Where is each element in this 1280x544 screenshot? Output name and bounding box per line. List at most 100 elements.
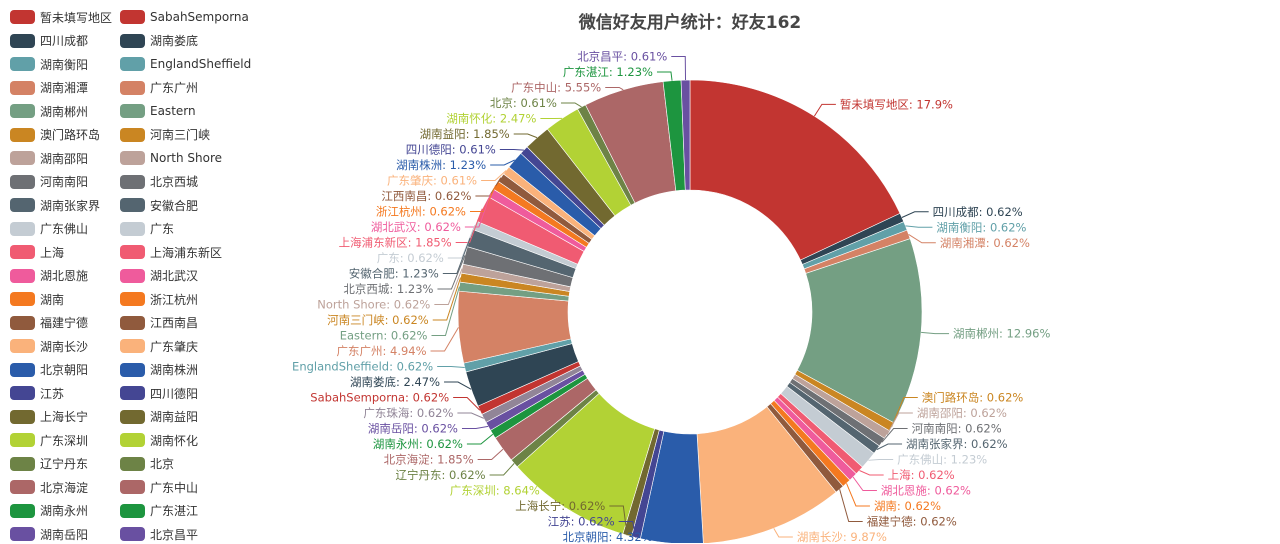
legend-swatch xyxy=(120,222,145,236)
legend-swatch xyxy=(10,527,35,541)
legend-label: 北京西城 xyxy=(150,173,198,190)
legend-item[interactable]: North Shore xyxy=(120,148,222,168)
legend-item[interactable]: 四川成都 xyxy=(10,31,88,51)
legend-label: 广东肇庆 xyxy=(150,338,198,355)
slice-label: SabahSemporna: 0.62% xyxy=(310,391,449,405)
legend-swatch xyxy=(10,363,35,377)
slice-label: 上海浦东新区: 1.85% xyxy=(339,236,452,250)
legend-item[interactable]: 广东中山 xyxy=(120,477,198,497)
label-leader-line xyxy=(868,460,893,461)
label-leader-line xyxy=(514,134,537,138)
legend-item[interactable]: 湖南永州 xyxy=(10,501,88,521)
legend-item[interactable]: 广东湛江 xyxy=(120,501,198,521)
legend-item[interactable]: 湖南郴州 xyxy=(10,101,88,121)
legend-item[interactable]: 广东深圳 xyxy=(10,430,88,450)
slice-label: North Shore: 0.62% xyxy=(317,298,430,312)
legend-item[interactable]: 江苏 xyxy=(10,383,64,403)
slice-label: 广东: 0.62% xyxy=(377,251,444,265)
legend-item[interactable]: 湖南株洲 xyxy=(120,360,198,380)
legend-item[interactable]: 北京西城 xyxy=(120,172,198,192)
slice-label: 北京朝阳: 4.32% xyxy=(563,530,653,543)
legend-item[interactable]: 河南三门峡 xyxy=(120,125,210,145)
label-leader-line xyxy=(490,463,515,475)
legend-item[interactable]: 广东佛山 xyxy=(10,219,88,239)
legend-item[interactable]: 四川德阳 xyxy=(120,383,198,403)
slice-label: 湖南长沙: 9.87% xyxy=(797,530,887,543)
legend-item[interactable]: 广东广州 xyxy=(120,78,198,98)
legend-swatch xyxy=(120,527,145,541)
legend-swatch xyxy=(120,81,145,95)
slice-label: 澳门路环岛: 0.62% xyxy=(922,391,1024,405)
legend-swatch xyxy=(120,175,145,189)
slice-label: 河南三门峡: 0.62% xyxy=(327,313,429,327)
legend-item[interactable]: 湖南益阳 xyxy=(120,407,198,427)
legend-item[interactable]: 湖南娄底 xyxy=(120,31,198,51)
chart-title: 微信好友用户统计：好友162 xyxy=(560,8,820,33)
label-leader-line xyxy=(462,426,488,428)
legend-swatch xyxy=(10,128,35,142)
legend-item[interactable]: 浙江杭州 xyxy=(120,289,198,309)
slice-label: 四川德阳: 0.61% xyxy=(406,143,496,157)
slice-label: EnglandSheffield: 0.62% xyxy=(292,360,433,374)
legend-item[interactable]: 北京海淀 xyxy=(10,477,88,497)
slice-label: 广东珠海: 0.62% xyxy=(363,406,453,420)
legend-item[interactable]: 湖北恩施 xyxy=(10,266,88,286)
label-leader-line xyxy=(774,528,793,537)
legend-item[interactable]: 辽宁丹东 xyxy=(10,454,88,474)
legend-item[interactable]: 北京昌平 xyxy=(120,524,198,544)
legend-item[interactable]: EnglandSheffield xyxy=(120,54,251,74)
legend-item[interactable]: 湖南长沙 xyxy=(10,336,88,356)
legend-label: SabahSemporna xyxy=(150,10,249,24)
legend-item[interactable]: 湖南邵阳 xyxy=(10,148,88,168)
slice-label: 北京昌平: 0.61% xyxy=(577,50,667,64)
legend-label: North Shore xyxy=(150,151,222,165)
legend-item[interactable]: 北京朝阳 xyxy=(10,360,88,380)
legend-label: 广东湛江 xyxy=(150,502,198,519)
legend-swatch xyxy=(10,34,35,48)
legend-item[interactable]: 湖北武汉 xyxy=(120,266,198,286)
slice-label: 广东佛山: 1.23% xyxy=(897,453,987,467)
legend-label: 广东 xyxy=(150,220,174,237)
legend-label: 广东中山 xyxy=(150,479,198,496)
legend-item[interactable]: Eastern xyxy=(120,101,196,121)
legend-item[interactable]: 安徽合肥 xyxy=(120,195,198,215)
legend-item[interactable]: 湖南 xyxy=(10,289,64,309)
legend-item[interactable]: 上海长宁 xyxy=(10,407,88,427)
slice-label: 湖南岳阳: 0.62% xyxy=(368,422,458,436)
legend-item[interactable]: 北京 xyxy=(120,454,174,474)
slice-label: 广东肇庆: 0.61% xyxy=(387,174,477,188)
legend-item[interactable]: 江西南昌 xyxy=(120,313,198,333)
legend-item[interactable]: 广东 xyxy=(120,219,174,239)
slice-label: 湖南益阳: 1.85% xyxy=(420,127,510,141)
legend-item[interactable]: 湖南湘潭 xyxy=(10,78,88,98)
legend-label: 湖南益阳 xyxy=(150,408,198,425)
legend-label: 湖北恩施 xyxy=(40,267,88,284)
legend-swatch xyxy=(10,386,35,400)
legend-label: 广东佛山 xyxy=(40,220,88,237)
legend-item[interactable]: 湖南衡阳 xyxy=(10,54,88,74)
legend-swatch xyxy=(10,222,35,236)
label-leader-line xyxy=(846,483,869,506)
legend-item[interactable]: 福建宁德 xyxy=(10,313,88,333)
label-leader-line xyxy=(859,470,883,475)
slice-label: Eastern: 0.62% xyxy=(340,329,428,343)
legend-item[interactable]: 湖南张家界 xyxy=(10,195,100,215)
legend-swatch xyxy=(120,480,145,494)
legend-item[interactable]: 上海浦东新区 xyxy=(120,242,222,262)
legend-item[interactable]: 上海 xyxy=(10,242,64,262)
legend-label: 湖南湘潭 xyxy=(40,79,88,96)
slice-label: 上海: 0.62% xyxy=(888,468,955,482)
slice-label: 湖南郴州: 12.96% xyxy=(953,327,1050,341)
legend-item[interactable]: 广东肇庆 xyxy=(120,336,198,356)
legend-label: 广东深圳 xyxy=(40,432,88,449)
legend-item[interactable]: 湖南怀化 xyxy=(120,430,198,450)
legend-item[interactable]: 河南南阳 xyxy=(10,172,88,192)
legend-item[interactable]: 暂未填写地区 xyxy=(10,7,112,27)
legend-item[interactable]: SabahSemporna xyxy=(120,7,249,27)
legend-item[interactable]: 湖南岳阳 xyxy=(10,524,88,544)
slice-label: 辽宁丹东: 0.62% xyxy=(396,468,486,482)
legend-item[interactable]: 澳门路环岛 xyxy=(10,125,100,145)
legend-label: 湖南怀化 xyxy=(150,432,198,449)
legend-label: 北京海淀 xyxy=(40,479,88,496)
legend-swatch xyxy=(120,198,145,212)
